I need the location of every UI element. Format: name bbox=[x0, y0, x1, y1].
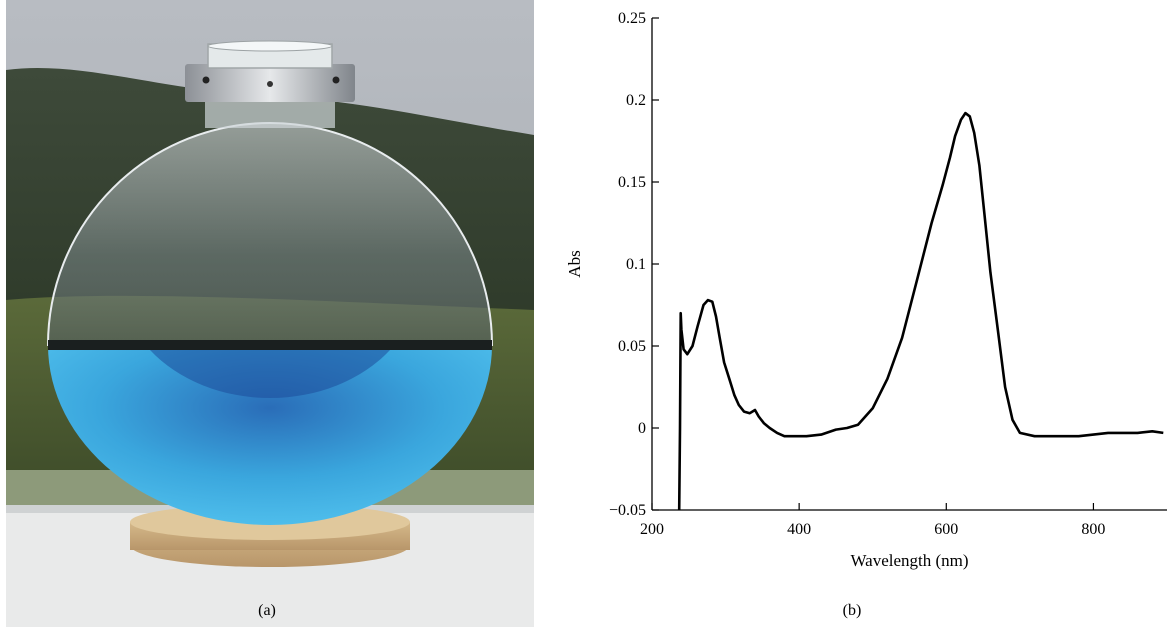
absorbance-series-line bbox=[677, 111, 1164, 511]
y-tick-label: −0.05 bbox=[609, 502, 646, 519]
chart-panel: −0.05 0 0.05 0.1 0.15 0.2 0.25 200 400 600 800 Wa… bbox=[540, 0, 1167, 627]
photo-panel: (a) bbox=[0, 0, 540, 627]
y-tick-label: 0.25 bbox=[618, 10, 646, 27]
x-axis-label: Wavelength (nm) bbox=[850, 551, 968, 570]
panel-a-caption: (a) bbox=[258, 602, 276, 619]
flask-photo bbox=[6, 0, 534, 627]
x-tick-label: 400 bbox=[787, 521, 811, 538]
y-ticks: −0.05 0 0.05 0.1 0.15 0.2 0.25 bbox=[609, 10, 659, 519]
y-axis-label: Abs bbox=[565, 250, 584, 277]
absorbance-chart: −0.05 0 0.05 0.1 0.15 0.2 0.25 200 400 600 800 Wa… bbox=[565, 10, 1167, 570]
x-tick-label: 600 bbox=[934, 521, 958, 538]
y-tick-label: 0.05 bbox=[618, 338, 646, 355]
y-tick-label: 0 bbox=[638, 420, 646, 437]
x-ticks: 200 400 600 800 bbox=[640, 503, 1105, 538]
y-tick-label: 0.15 bbox=[618, 174, 646, 191]
y-tick-label: 0.2 bbox=[626, 92, 646, 109]
x-tick-label: 800 bbox=[1081, 521, 1105, 538]
x-tick-label: 200 bbox=[640, 521, 664, 538]
y-tick-label: 0.1 bbox=[626, 256, 646, 273]
panel-b-caption: (b) bbox=[842, 602, 862, 619]
